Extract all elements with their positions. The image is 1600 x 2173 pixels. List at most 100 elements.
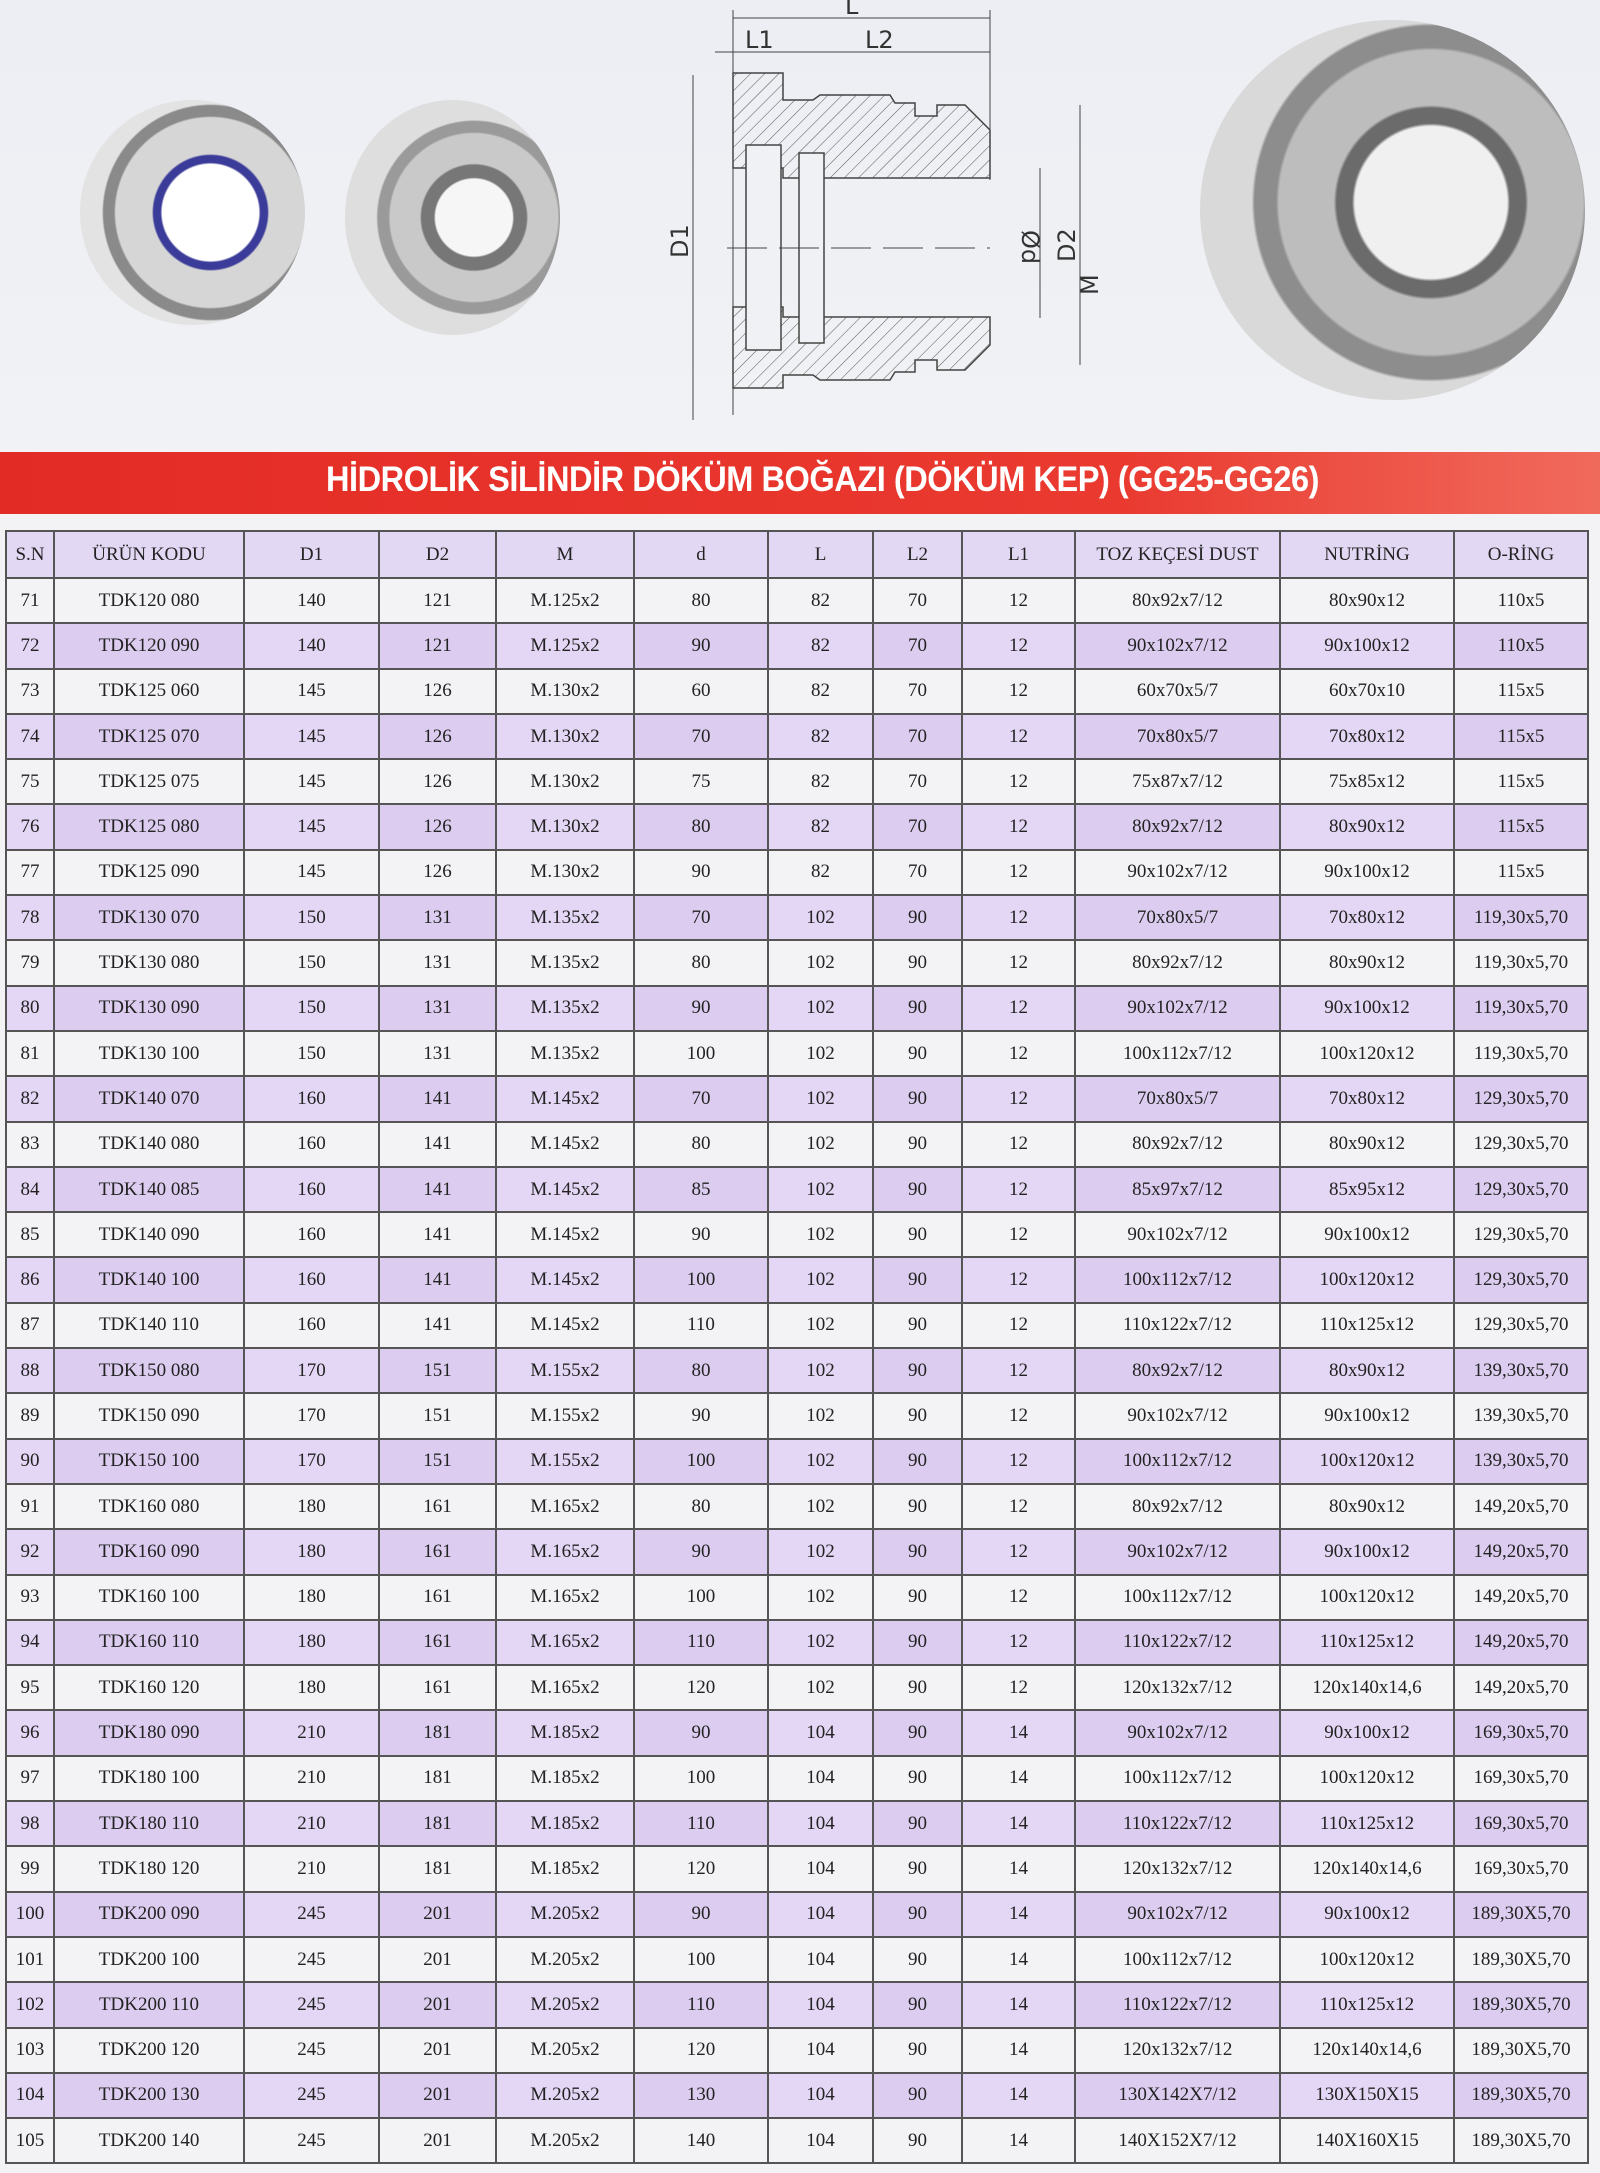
table-cell: 139,30x5,70 xyxy=(1453,1437,1589,1485)
table-cell: TDK125 080 xyxy=(53,803,245,851)
table-cell: 90x100x12 xyxy=(1279,622,1455,670)
table-cell: TDK125 075 xyxy=(53,758,245,806)
table-row: 79 TDK130 080 150 131 M.135x2 80 102 90 12 80x92x… xyxy=(5,939,1589,987)
table-cell: 115x5 xyxy=(1453,758,1589,806)
table-row: 81 TDK130 100 150 131 M.135x2 100 102 90 12 100x1… xyxy=(5,1029,1589,1078)
table-cell: 141 xyxy=(378,1120,497,1168)
table-cell: 150 xyxy=(243,939,380,987)
table-cell: 110x125x12 xyxy=(1279,1800,1455,1848)
table-cell: 12 xyxy=(961,1211,1076,1259)
table-cell: TDK160 090 xyxy=(53,1528,245,1576)
table-cell: 102 xyxy=(767,1528,874,1576)
table-cell: 90x100x12 xyxy=(1279,984,1455,1032)
table-cell: M.135x2 xyxy=(495,1029,635,1078)
table-cell: 77 xyxy=(5,848,55,897)
table-cell: 81 xyxy=(5,1029,55,1078)
table-cell: 102 xyxy=(767,1075,874,1123)
table-cell: 160 xyxy=(243,1301,380,1350)
table-cell: 71 xyxy=(5,576,55,625)
table-cell: 70 xyxy=(872,667,963,715)
page-title: HİDROLİK SİLİNDİR DÖKÜM BOĞAZI (DÖKÜM KE… xyxy=(326,460,1320,499)
table-cell: 90 xyxy=(872,1211,963,1259)
table-cell: 119,30x5,70 xyxy=(1453,894,1589,942)
table-cell: 245 xyxy=(243,1890,380,1938)
table-cell: 12 xyxy=(961,667,1076,715)
table-cell: 80 xyxy=(633,939,769,987)
table-cell: 131 xyxy=(378,984,497,1032)
table-row: 90 TDK150 100 170 151 M.155x2 100 102 90 12 100x1… xyxy=(5,1437,1589,1485)
table-cell: 245 xyxy=(243,2071,380,2120)
table-cell: 180 xyxy=(243,1482,380,1531)
table-cell: 80x92x7/12 xyxy=(1074,1482,1281,1531)
table-row: 76 TDK125 080 145 126 M.130x2 80 82 70 12 80x92x7… xyxy=(5,803,1589,851)
table-cell: 90 xyxy=(5,1437,55,1485)
table-cell: 149,20x5,70 xyxy=(1453,1482,1589,1531)
table-cell: 210 xyxy=(243,1800,380,1848)
table-cell: 12 xyxy=(961,1120,1076,1168)
table-cell: M.155x2 xyxy=(495,1437,635,1485)
table-cell: 80x92x7/12 xyxy=(1074,939,1281,987)
table-cell: 90x102x7/12 xyxy=(1074,1211,1281,1259)
table-cell: 85x97x7/12 xyxy=(1074,1165,1281,1214)
table-cell: TDK130 070 xyxy=(53,894,245,942)
table-cell: 14 xyxy=(961,1754,1076,1803)
table-cell: 103 xyxy=(5,2026,55,2074)
table-cell: 14 xyxy=(961,1800,1076,1848)
table-cell: M.155x2 xyxy=(495,1347,635,1395)
table-cell: 104 xyxy=(767,1935,874,1984)
table-cell: 90 xyxy=(633,1211,769,1259)
table-cell: M.145x2 xyxy=(495,1165,635,1214)
table-cell: 80x90x12 xyxy=(1279,1347,1455,1395)
table-cell: 105 xyxy=(5,2117,55,2165)
table-cell: 149,20x5,70 xyxy=(1453,1573,1589,1621)
product-photo-large xyxy=(1200,20,1585,400)
table-cell: 201 xyxy=(378,2117,497,2165)
product-photo-front xyxy=(80,100,305,325)
table-cell: 100x120x12 xyxy=(1279,1573,1455,1621)
table-row: 101 TDK200 100 245 201 M.205x2 100 104 90 14 100x… xyxy=(5,1935,1589,1984)
table-cell: 141 xyxy=(378,1211,497,1259)
table-cell: 100 xyxy=(633,1754,769,1803)
table-cell: 91 xyxy=(5,1482,55,1531)
table-cell: 210 xyxy=(243,1709,380,1757)
table-cell: 126 xyxy=(378,712,497,761)
table-cell: 102 xyxy=(767,1301,874,1350)
table-cell: 87 xyxy=(5,1301,55,1350)
dim-label-L: L xyxy=(845,0,859,20)
table-cell: 145 xyxy=(243,848,380,897)
table-cell: 94 xyxy=(5,1618,55,1667)
table-cell: 100x120x12 xyxy=(1279,1029,1455,1078)
table-cell: 181 xyxy=(378,1754,497,1803)
table-cell: 90 xyxy=(872,894,963,942)
table-cell: TDK160 080 xyxy=(53,1482,245,1531)
table-cell: 96 xyxy=(5,1709,55,1757)
table-cell: 70 xyxy=(872,758,963,806)
table-cell: M.130x2 xyxy=(495,803,635,851)
table-cell: 104 xyxy=(5,2071,55,2120)
table-cell: 80 xyxy=(633,576,769,625)
table-row: 73 TDK125 060 145 126 M.130x2 60 82 70 12 60x70x5… xyxy=(5,667,1589,715)
dim-label-d: Ød xyxy=(1016,230,1044,264)
table-cell: 102 xyxy=(767,894,874,942)
table-cell: 120x132x7/12 xyxy=(1074,2026,1281,2074)
table-cell: 169,30x5,70 xyxy=(1453,1845,1589,1893)
table-row: 83 TDK140 080 160 141 M.145x2 80 102 90 12 80x92x… xyxy=(5,1120,1589,1168)
table-cell: 90 xyxy=(633,848,769,897)
table-row: 97 TDK180 100 210 181 M.185x2 100 104 90 14 100x1… xyxy=(5,1754,1589,1803)
table-cell: M.165x2 xyxy=(495,1664,635,1712)
table-cell: TDK140 090 xyxy=(53,1211,245,1259)
table-cell: 110x5 xyxy=(1453,576,1589,625)
table-cell: 110x122x7/12 xyxy=(1074,1301,1281,1350)
table-cell: 161 xyxy=(378,1618,497,1667)
table-cell: M.145x2 xyxy=(495,1120,635,1168)
table-cell: 160 xyxy=(243,1211,380,1259)
table-cell: 104 xyxy=(767,1890,874,1938)
table-cell: 70 xyxy=(872,848,963,897)
column-header: D2 xyxy=(378,530,497,579)
table-row: 71 TDK120 080 140 121 M.125x2 80 82 70 12 80x92x7… xyxy=(5,576,1589,625)
table-cell: 12 xyxy=(961,1347,1076,1395)
table-cell: 90 xyxy=(872,984,963,1032)
table-cell: 90x100x12 xyxy=(1279,1890,1455,1938)
table-cell: 100x120x12 xyxy=(1279,1437,1455,1485)
table-row: 85 TDK140 090 160 141 M.145x2 90 102 90 12 90x102… xyxy=(5,1211,1589,1259)
